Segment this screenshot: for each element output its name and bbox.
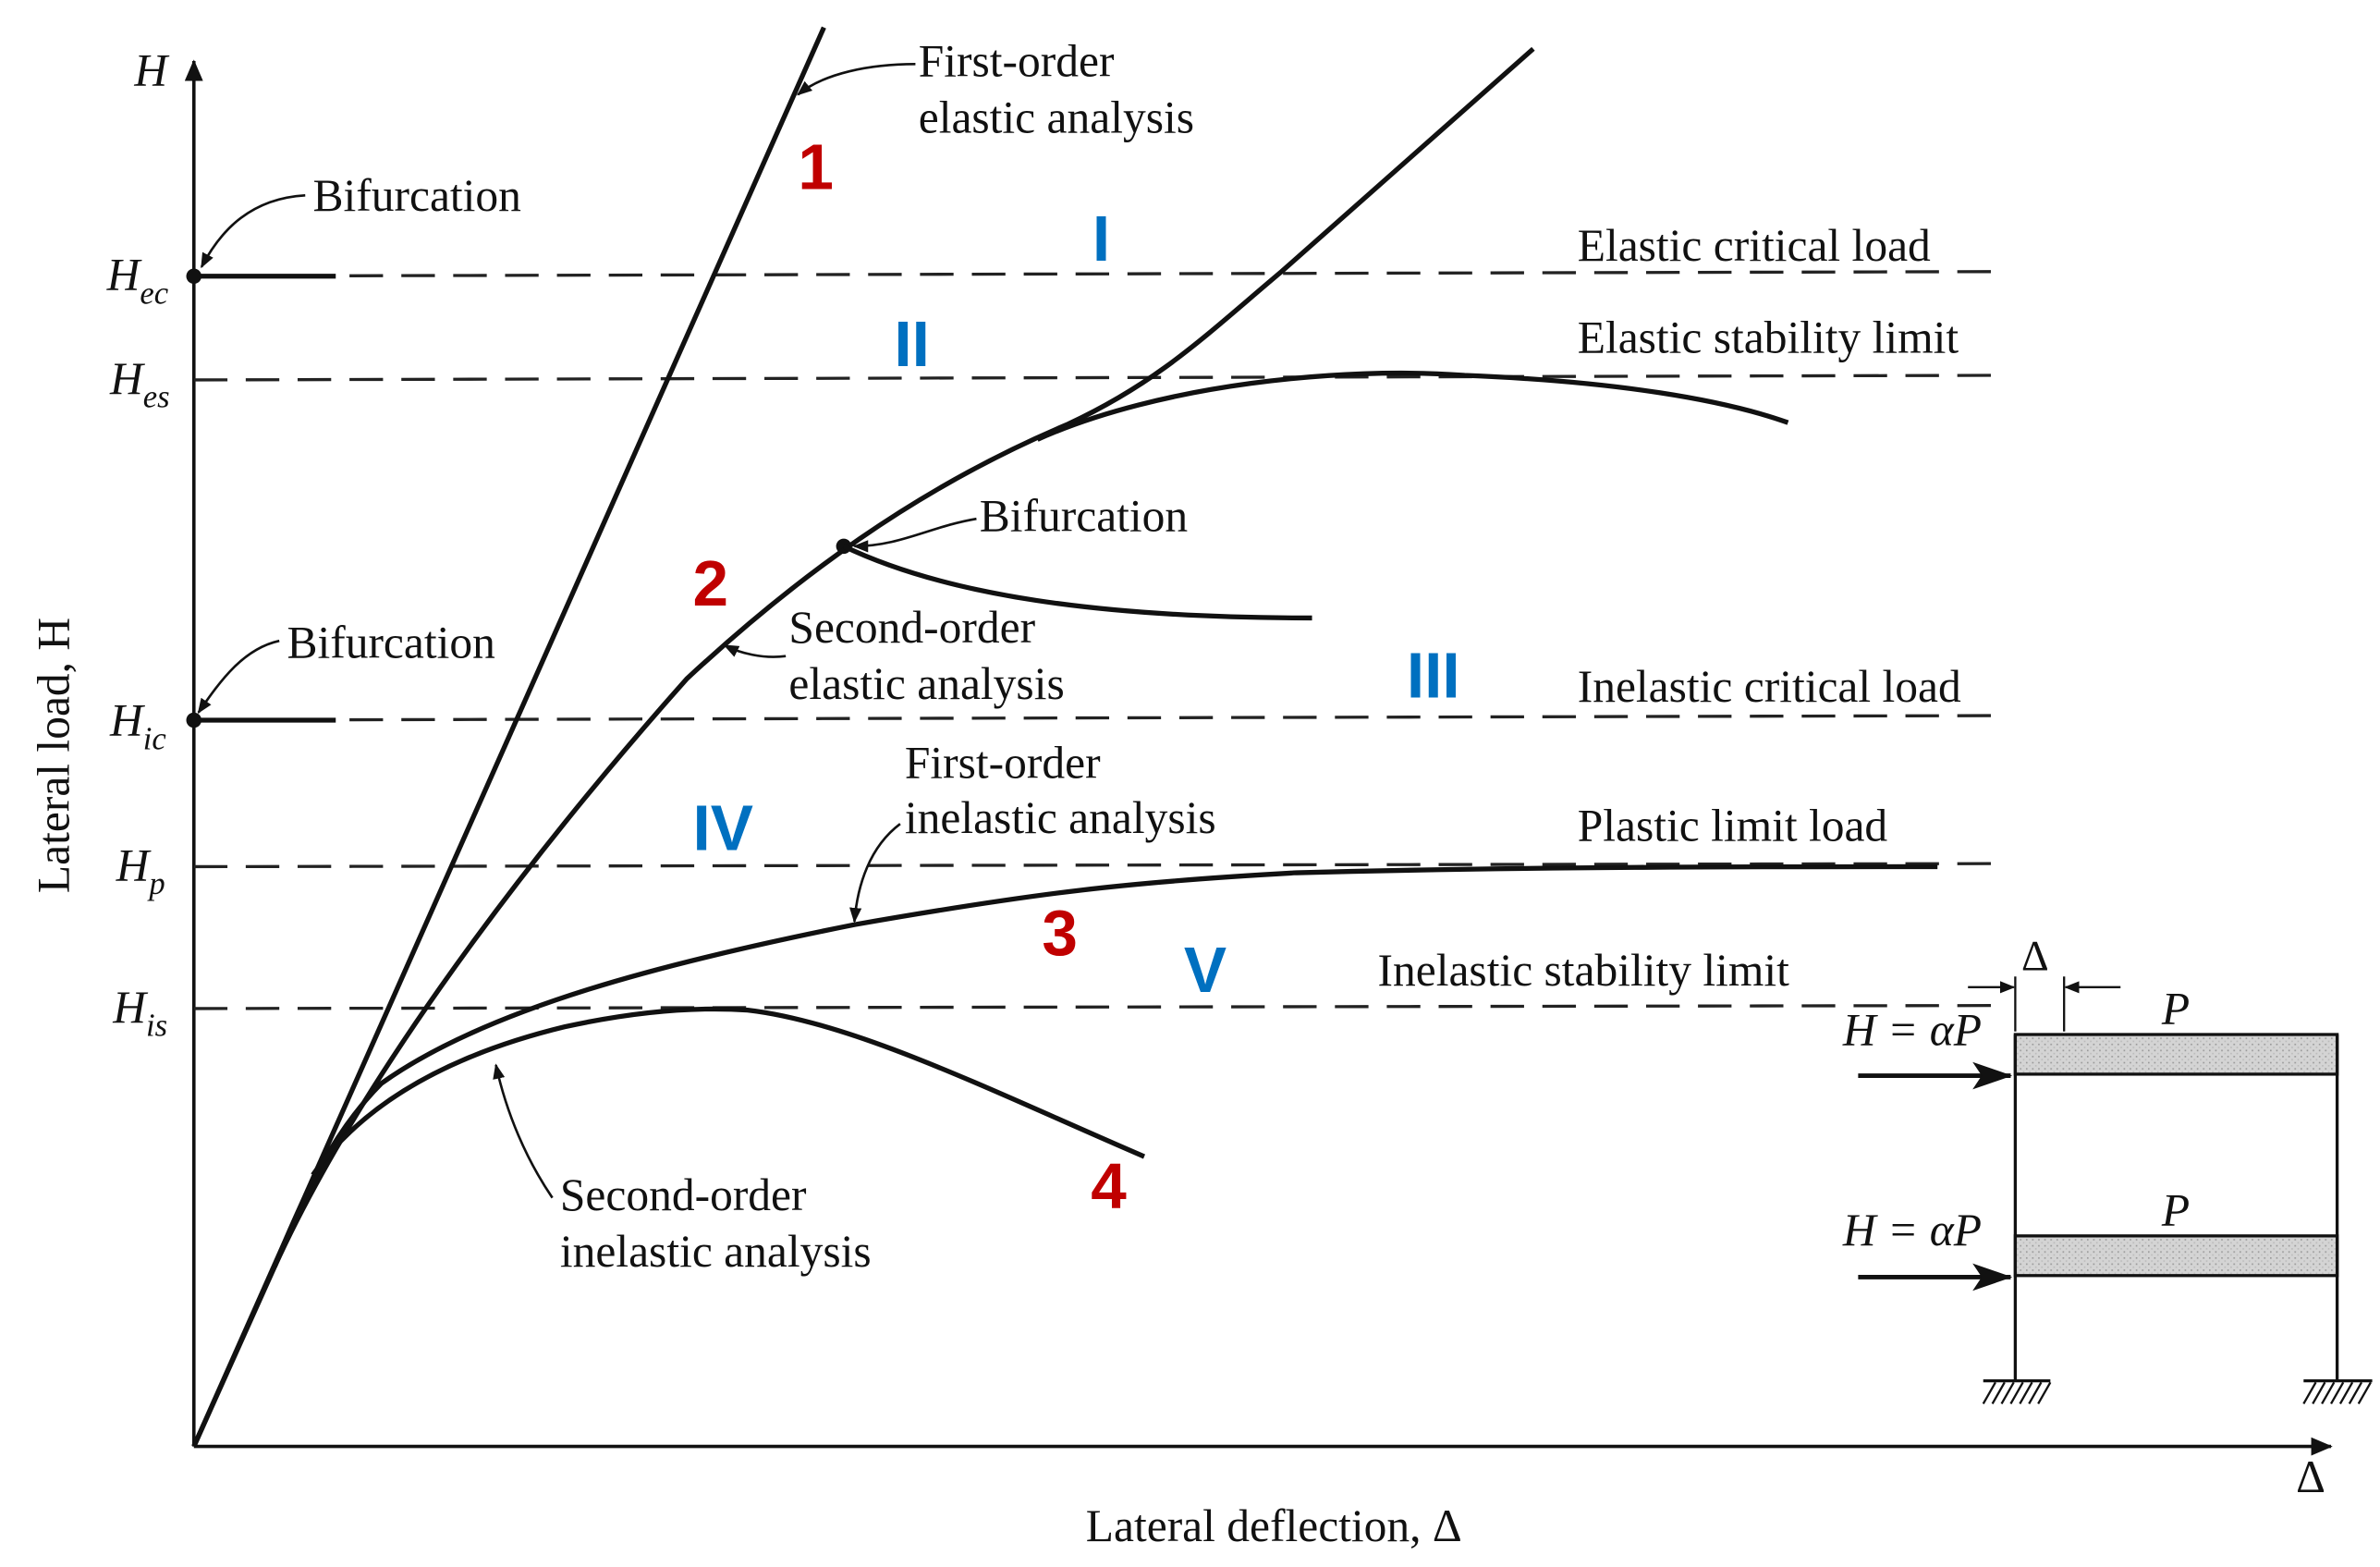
region-numeral-v: V [1184,934,1227,1006]
x-axis-label: Lateral deflection, Δ [1086,1500,1462,1551]
plastic-limit-load-label: Plastic limit load [1578,800,1888,851]
bifurcation-point-ic [186,712,202,728]
lower-beam [2013,1234,2339,1278]
leader-bifurcation-ic [197,639,280,715]
bifurcation-label-second: Bifurcation [980,490,1188,541]
region-numeral-ii: II [894,308,930,380]
level-symbols: Hec Hes Hic Hp His [106,250,170,1044]
curve-number-3: 3 [1042,897,1078,969]
leader-first-order-elastic [797,62,916,96]
leader-second-order-inelastic [493,1063,554,1199]
level-lines [193,270,1999,1010]
lower-load-label: H = αP [1842,1205,1982,1255]
second-order-elastic-label: Second-order elastic analysis [788,602,1064,709]
h-p-symbol: Hp [116,839,165,901]
first-order-inelastic-label: First-order inelastic analysis [905,738,1216,843]
plastic-limit-load-line [193,862,1999,869]
drift-label: Δ [2021,933,2049,980]
upper-beam [2013,1033,2339,1076]
h-ec-symbol: Hec [106,250,169,312]
elastic-stability-limit-line [193,373,1999,382]
h-es-symbol: Hes [109,353,170,415]
second-order-inelastic-label: Second-order inelastic analysis [560,1169,872,1277]
y-axis-label: Lateral load, H [28,618,79,893]
leader-bifurcation-second [852,517,977,553]
curve-first-order-inelastic [272,863,1938,1267]
elastic-critical-load-line [193,270,1999,278]
first-order-elastic-label: First-order elastic analysis [919,36,1194,143]
leader-second-order-elastic [723,643,787,658]
support-hatching [1982,1381,2372,1404]
curve-number-1: 1 [798,131,834,203]
curve-number-4: 4 [1091,1150,1127,1222]
region-numeral-i: I [1092,202,1110,275]
x-axis-symbol: Δ [2296,1451,2325,1502]
h-ic-symbol: Hic [109,695,166,757]
bifurcation-label-ec: Bifurcation [312,170,520,221]
upper-load-label: H = αP [1842,1005,1982,1056]
curve-second-order-inelastic [311,1006,1146,1177]
bifurcation-label-ic: Bifurcation [287,617,494,667]
region-numeral-iv: IV [692,791,752,863]
curve-elastic-stability-branch [1036,370,1789,442]
curve-second-order-elastic [191,46,1535,1448]
curve-number-2: 2 [692,547,728,619]
leader-bifurcation-ec [200,193,306,269]
upper-gravity-label: P [2161,983,2190,1034]
bifurcation-point-ec [186,268,202,284]
elastic-stability-limit-label: Elastic stability limit [1578,312,1959,362]
inelastic-stability-limit-line [193,1003,1999,1010]
inelastic-stability-limit-label: Inelastic stability limit [1378,945,1790,996]
elastic-critical-load-label: Elastic critical load [1578,220,1931,271]
curve-bifurcation-branch [842,544,1312,621]
region-numeral-iii: III [1407,639,1460,711]
y-axis-symbol: H [133,44,169,95]
h-is-symbol: His [112,982,167,1044]
two-story-frame-sketch: H = αP H = αP P P Δ [1842,933,2373,1404]
inelastic-critical-load-line [193,714,1999,722]
inelastic-critical-load-label: Inelastic critical load [1578,661,1961,712]
leader-first-order-inelastic [849,823,901,924]
lower-gravity-label: P [2161,1184,2190,1235]
